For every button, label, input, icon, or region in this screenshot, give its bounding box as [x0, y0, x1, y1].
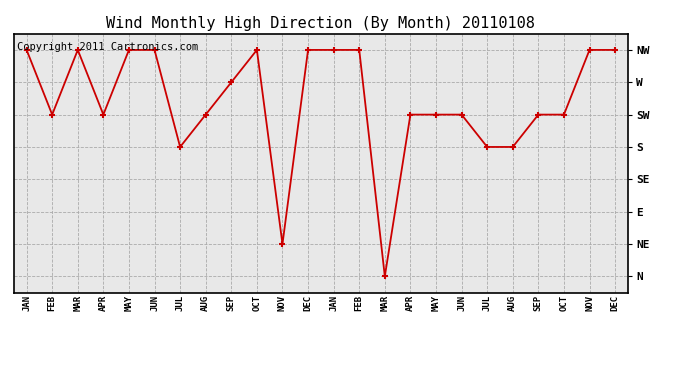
- Title: Wind Monthly High Direction (By Month) 20110108: Wind Monthly High Direction (By Month) 2…: [106, 16, 535, 31]
- Text: Copyright 2011 Cartronics.com: Copyright 2011 Cartronics.com: [17, 42, 198, 51]
